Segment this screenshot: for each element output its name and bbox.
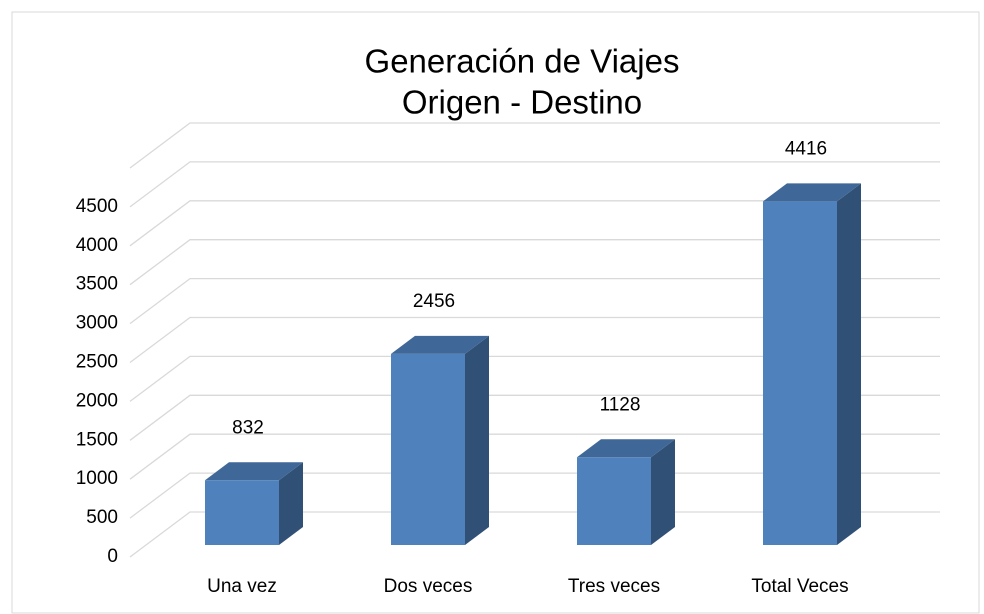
x-tick-label: Dos veces [384, 576, 473, 597]
y-tick-label: 0 [107, 546, 118, 567]
grid-line [129, 316, 940, 364]
bar-top [763, 183, 861, 202]
x-tick-label: Tres veces [568, 576, 660, 597]
grid-line [129, 161, 940, 208]
grid-line [129, 277, 940, 325]
chart-title: Generación de Viajes [365, 43, 680, 80]
bar-side [837, 183, 861, 546]
y-tick-label: 500 [86, 507, 118, 528]
y-tick-label: 2500 [76, 352, 118, 373]
grid-line [129, 200, 940, 247]
grid-line [129, 239, 940, 286]
y-tick-label: 1500 [76, 429, 118, 450]
y-tick-label: 4000 [76, 235, 118, 256]
y-tick-label: 1000 [76, 468, 118, 489]
grid-line [129, 511, 940, 558]
bar-top [391, 335, 489, 354]
bar-top [205, 462, 303, 481]
x-tick-label: Total Veces [751, 576, 848, 597]
y-tick-label: 4500 [76, 196, 118, 217]
bar-side [465, 335, 489, 545]
x-tick-label: Una vez [207, 576, 277, 597]
y-tick-label: 3000 [76, 313, 118, 334]
data-label: 1128 [600, 394, 641, 415]
grid-line [129, 355, 940, 402]
bar-side [279, 462, 303, 545]
y-tick-label: 3500 [76, 274, 118, 295]
data-label: 2456 [413, 291, 455, 312]
bar [763, 201, 837, 546]
bar [577, 457, 651, 545]
chart-subtitle: Origen - Destino [402, 84, 642, 121]
bar-top [577, 439, 675, 458]
grid-line [129, 394, 940, 441]
bar-side [651, 439, 675, 545]
bar [391, 353, 465, 545]
data-label: 4416 [785, 138, 827, 159]
bar [205, 480, 279, 545]
grid-line [129, 472, 940, 519]
y-tick-label: 2000 [76, 390, 118, 411]
grid-line [129, 122, 940, 169]
grid-line [129, 433, 940, 480]
data-label: 832 [232, 417, 264, 438]
